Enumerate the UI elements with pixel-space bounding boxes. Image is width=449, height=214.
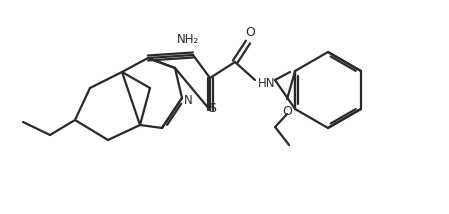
Text: S: S xyxy=(208,101,216,114)
Text: HN: HN xyxy=(258,76,276,89)
Text: NH₂: NH₂ xyxy=(177,33,199,46)
Text: O: O xyxy=(282,104,292,117)
Text: N: N xyxy=(184,94,192,107)
Text: O: O xyxy=(245,25,255,39)
